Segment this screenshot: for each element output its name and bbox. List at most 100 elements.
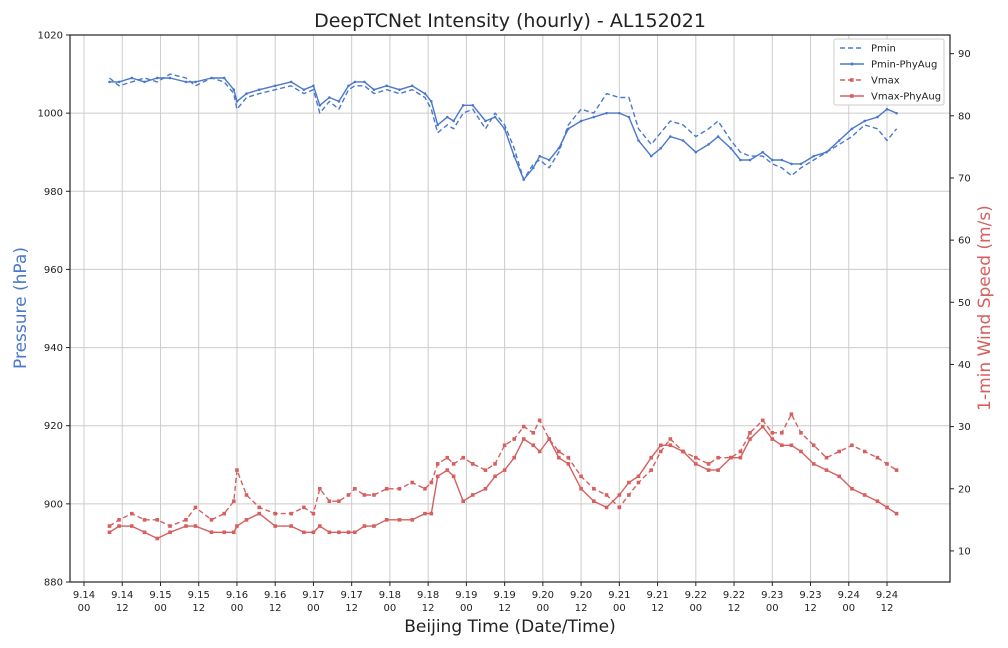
data-point-vmax-phyaug: [512, 455, 516, 460]
data-point-pmin-phyaug: [659, 147, 663, 150]
data-point-vmax-phyaug: [289, 524, 293, 528]
data-point-pmin-phyaug: [347, 84, 350, 88]
x-tick-label-date: 9.22: [685, 590, 707, 601]
data-point-vmax-phyaug: [222, 530, 227, 535]
data-point-vmax-phyaug: [738, 455, 743, 460]
x-tick-label-date: 9.18: [417, 590, 439, 601]
data-point-vmax: [627, 493, 631, 497]
data-point-vmax-phyaug: [231, 530, 236, 535]
data-point-vmax-phyaug: [435, 474, 440, 479]
x-tick-label-date: 9.23: [761, 590, 783, 601]
data-point-vmax-phyaug: [885, 505, 889, 510]
data-point-vmax-phyaug: [760, 424, 765, 429]
data-point-pmin-phyaug: [484, 119, 487, 123]
data-point-vmax: [209, 518, 214, 522]
data-point-pmin-phyaug: [318, 104, 322, 107]
data-point-vmax-phyaug: [302, 530, 306, 535]
data-point-vmax: [155, 518, 160, 522]
data-point-vmax: [435, 462, 440, 466]
data-point-pmin-phyaug: [627, 115, 631, 119]
data-point-vmax-phyaug: [129, 524, 134, 528]
legend-marker-pmin-phyaug: [850, 62, 854, 66]
data-point-vmax-phyaug: [850, 486, 854, 491]
data-point-vmax-phyaug: [694, 462, 698, 466]
x-tick-label-time: 00: [78, 603, 91, 614]
data-point-vmax: [579, 474, 583, 479]
data-point-vmax-phyaug: [627, 480, 631, 485]
data-point-vmax-phyaug: [617, 493, 622, 497]
data-point-vmax: [658, 449, 663, 454]
x-tick-label-time: 00: [154, 603, 167, 614]
data-point-vmax: [521, 424, 526, 429]
data-point-pmin-phyaug: [707, 143, 710, 146]
data-point-pmin-phyaug: [567, 127, 570, 131]
data-point-vmax: [289, 511, 293, 516]
x-tick-label-date: 9.22: [723, 590, 745, 601]
y-right-tick-label: 60: [958, 236, 971, 247]
data-point-vmax: [617, 505, 622, 510]
data-point-pmin-phyaug: [512, 154, 516, 158]
data-point-pmin-phyaug: [430, 100, 433, 103]
legend-label-pmin: Pmin: [871, 44, 896, 55]
data-point-vmax: [302, 505, 306, 510]
x-tick-label-date: 9.19: [493, 590, 515, 601]
data-point-pmin-phyaug: [445, 115, 449, 119]
x-tick-label-date: 9.15: [149, 590, 171, 601]
x-tick-label-date: 9.20: [532, 590, 554, 601]
data-point-pmin-phyaug: [547, 158, 551, 162]
data-point-vmax: [483, 468, 488, 472]
x-tick-label-time: 12: [651, 603, 664, 614]
series-line-vmax-phyaug: [109, 425, 897, 540]
data-point-vmax-phyaug: [193, 524, 198, 528]
data-point-vmax-phyaug: [372, 524, 376, 528]
data-point-pmin-phyaug: [729, 147, 733, 150]
data-point-vmax: [493, 462, 497, 466]
y-right-tick-label: 50: [958, 298, 971, 309]
data-point-pmin-phyaug: [143, 80, 146, 84]
axis-ticks: 9.14 00 9.14 12 9.15 00 9.15 12 9.16 00 9.16 12 9.17…: [38, 31, 971, 615]
x-tick-label-date: 9.14: [73, 590, 95, 601]
data-point-vmax-phyaug: [410, 518, 415, 522]
x-tick-label-time: 00: [613, 603, 626, 614]
legend-label-pmin-phyaug: Pmin-PhyAug: [871, 60, 937, 71]
data-point-pmin-phyaug: [493, 115, 497, 119]
data-point-pmin-phyaug: [155, 76, 159, 80]
data-point-pmin-phyaug: [235, 100, 239, 103]
data-point-vmax: [327, 499, 332, 503]
x-tick-label-time: 12: [804, 603, 817, 614]
data-point-pmin-phyaug: [531, 166, 535, 170]
data-point-vmax-phyaug: [461, 499, 465, 503]
grid: [70, 34, 950, 583]
data-point-pmin-phyaug: [461, 104, 465, 107]
data-point-vmax: [789, 412, 794, 416]
data-point-vmax-phyaug: [592, 499, 596, 503]
chart-title: DeepTCNet Intensity (hourly) - AL152021: [314, 10, 706, 32]
data-point-vmax: [222, 511, 227, 516]
data-point-vmax: [346, 493, 351, 497]
data-point-vmax-phyaug: [706, 468, 711, 472]
data-point-vmax-phyaug: [748, 437, 752, 441]
data-point-pmin-phyaug: [592, 115, 596, 119]
data-point-vmax-phyaug: [273, 524, 277, 528]
data-point-pmin-phyaug: [452, 119, 455, 123]
data-point-vmax-phyaug: [107, 530, 112, 535]
data-point-vmax-phyaug: [658, 443, 663, 448]
legend: Pmin Pmin-PhyAug Vmax Vmax-PhyAug: [833, 38, 945, 106]
data-point-vmax-phyaug: [770, 437, 775, 441]
data-point-pmin-phyaug: [210, 76, 213, 80]
data-point-vmax: [811, 443, 816, 448]
data-point-pmin-phyaug: [825, 150, 828, 154]
data-point-vmax-phyaug: [168, 530, 172, 535]
data-point-pmin-phyaug: [337, 100, 341, 103]
data-point-vmax-phyaug: [636, 474, 641, 479]
data-point-vmax: [461, 455, 465, 460]
data-point-pmin-phyaug: [799, 162, 803, 166]
data-point-pmin-phyaug: [681, 139, 685, 142]
y-axis-left-label: Pressure (hPa): [11, 247, 31, 369]
data-point-vmax: [799, 431, 803, 435]
data-point-pmin-phyaug: [273, 84, 277, 88]
y-left-tick-label: 900: [44, 499, 63, 510]
data-point-vmax: [780, 431, 784, 435]
data-point-vmax: [556, 449, 561, 454]
